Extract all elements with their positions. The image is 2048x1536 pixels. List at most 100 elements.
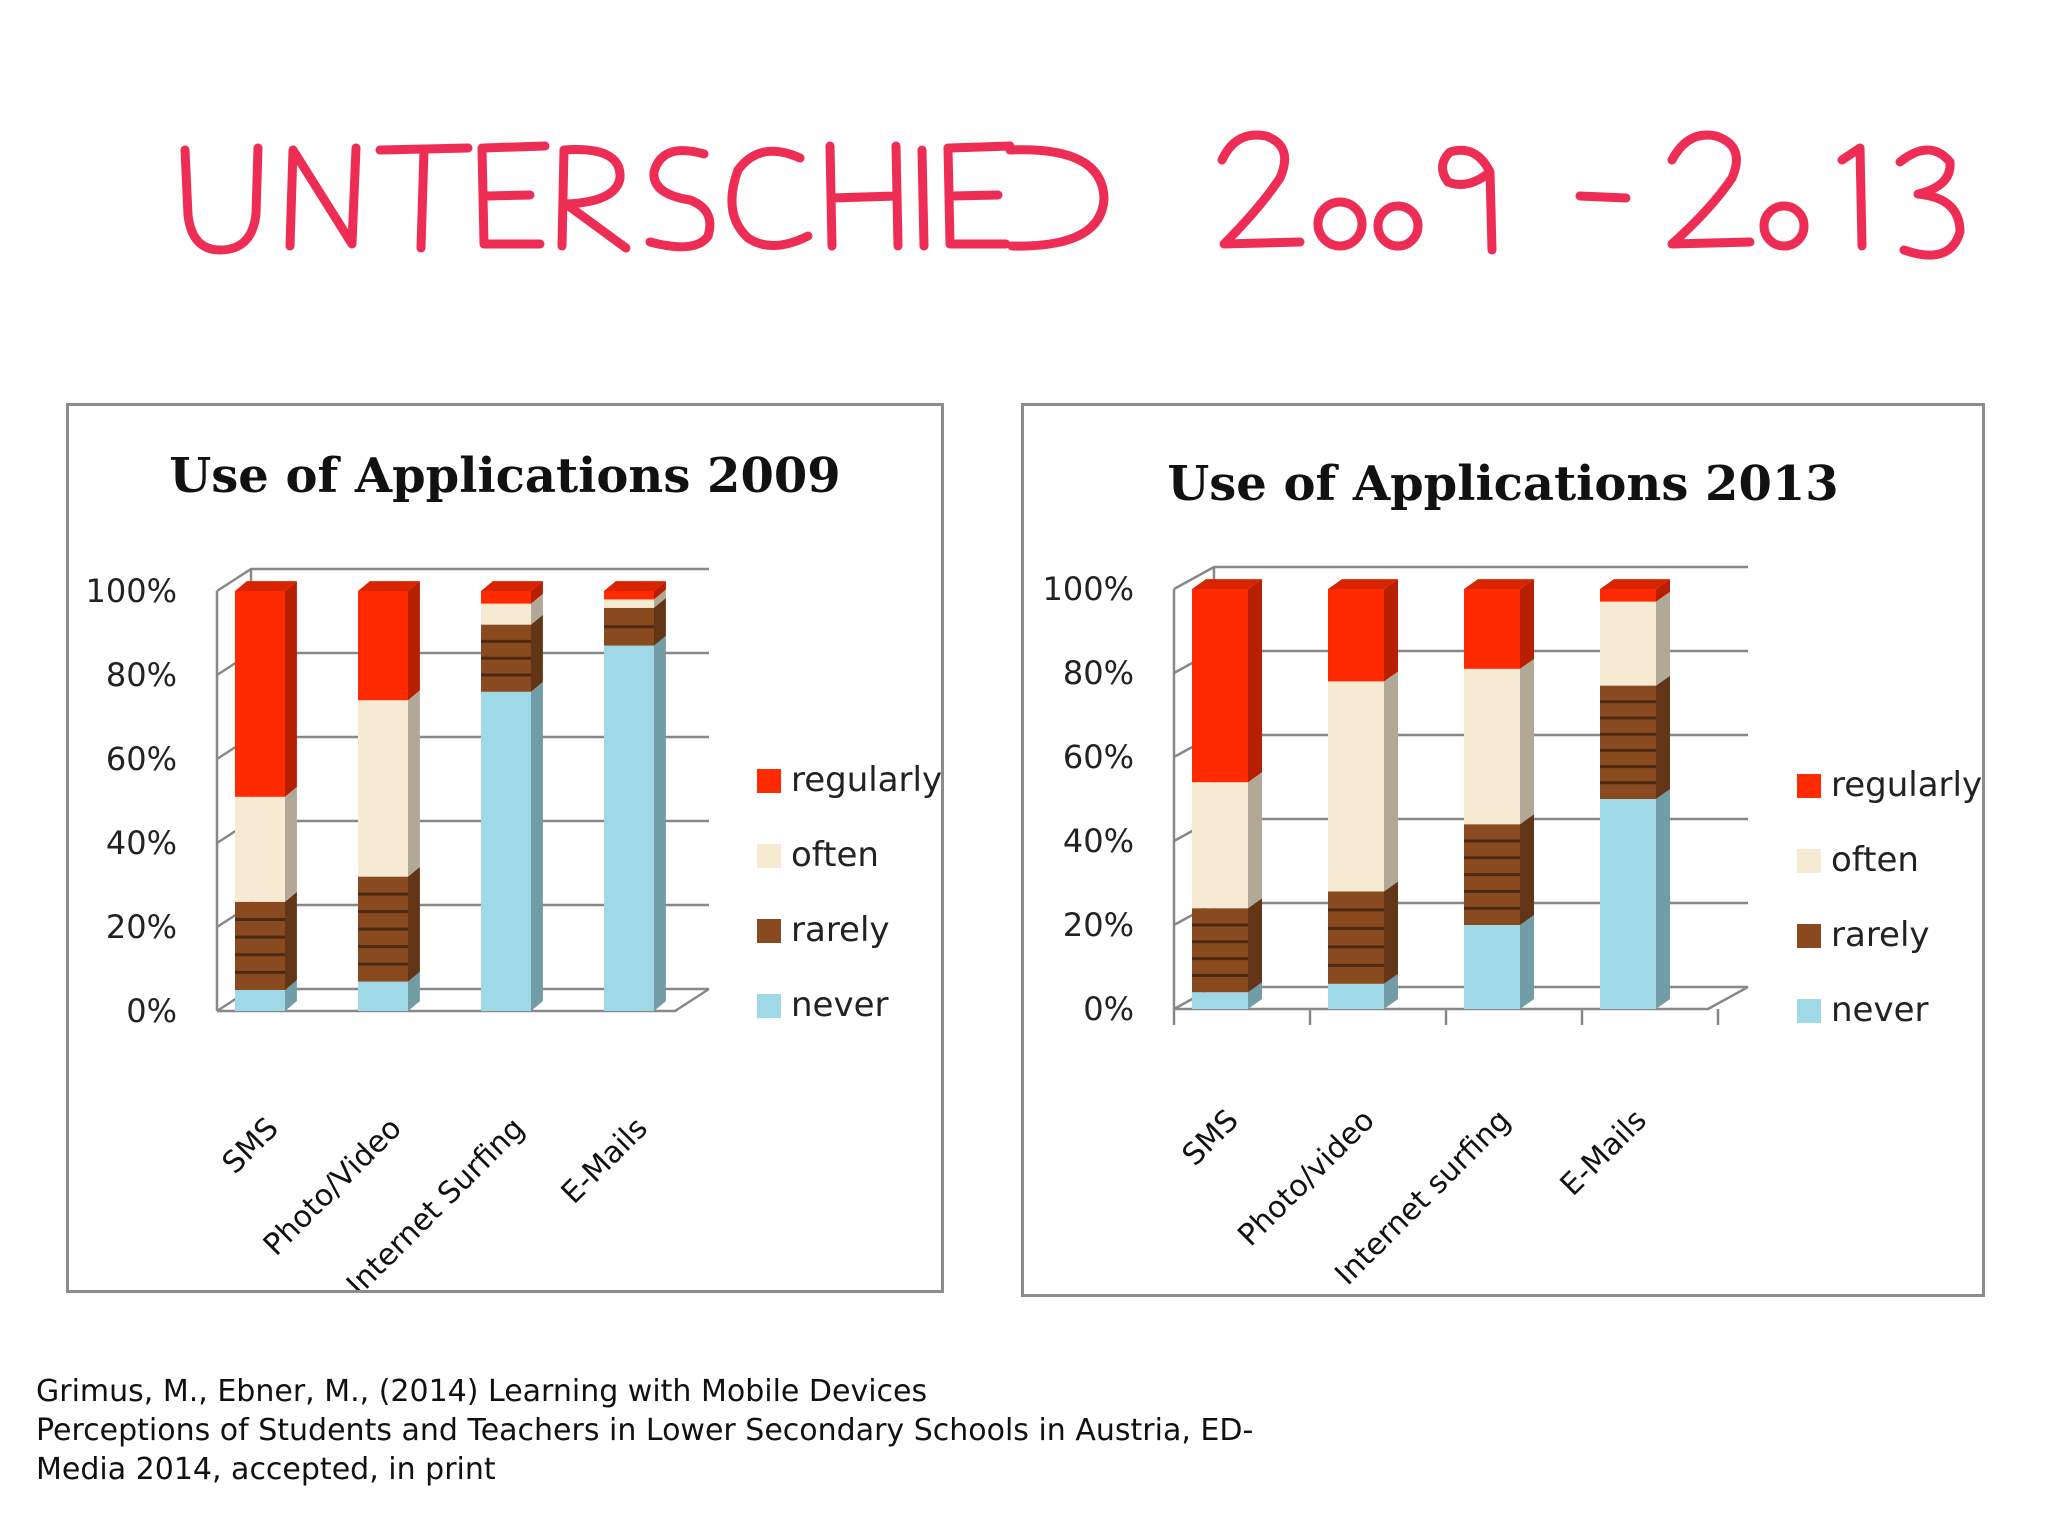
y-tick-label: 20% (1063, 906, 1134, 944)
bar-side-often (1520, 658, 1534, 825)
y-tick-label: 60% (1063, 738, 1134, 776)
bar-side-rarely (1656, 675, 1670, 799)
bar-top (1600, 579, 1670, 589)
bar-top (235, 581, 297, 591)
bar-segment-regularly (358, 591, 408, 701)
legend-swatch-often (1797, 849, 1821, 873)
y-tick-label: 0% (1083, 990, 1134, 1028)
bar-side-regularly (408, 581, 420, 701)
bar-side-often (1384, 671, 1398, 892)
bar-segment-never (1600, 799, 1656, 1009)
bar-side-never (1656, 789, 1670, 1009)
bar-segment-regularly (1192, 589, 1248, 783)
bar-segment-never (604, 645, 654, 1011)
x-category-label: E-Mails (555, 1111, 655, 1211)
legend-swatch-never (757, 994, 781, 1018)
bar-segment-never (1328, 983, 1384, 1009)
bar-segment-never (1464, 925, 1520, 1009)
bar-segment-regularly (1600, 589, 1656, 602)
y-tick-label: 100% (86, 572, 177, 610)
citation-line-1: Grimus, M., Ebner, M., (2014) Learning w… (36, 1374, 928, 1409)
bar-side-never (1384, 973, 1398, 1009)
bar-side-regularly (654, 581, 666, 600)
bar-segment-never (481, 691, 531, 1011)
bar-top (358, 581, 420, 591)
bar-side-regularly (1520, 579, 1534, 669)
bar-top (604, 581, 666, 591)
bar-side-never (285, 980, 297, 1011)
legend-swatch-rarely (1797, 924, 1821, 948)
y-tick-label: 60% (106, 740, 177, 778)
bar-segment-rarely (235, 901, 285, 990)
bar-side-rarely (1384, 881, 1398, 984)
legend-label-regularly: regularly (791, 760, 941, 800)
bar-segment-regularly (481, 591, 531, 604)
bar-side-never (408, 971, 420, 1011)
legend-swatch-regularly (1797, 774, 1821, 798)
bar-side-rarely (1248, 898, 1262, 993)
bar-segment-rarely (1600, 685, 1656, 799)
bar-segment-never (1192, 992, 1248, 1009)
chart-2013: 0%20%40%60%80%100%SMSPhoto/videoInternet… (1043, 565, 1982, 1292)
legend-swatch-never (1797, 999, 1821, 1023)
chart-2009: 0%20%40%60%80%100%SMSPhoto/VideoInternet… (86, 567, 941, 1290)
legend-label-regularly: regularly (1831, 765, 1982, 805)
bar-segment-never (358, 981, 408, 1011)
bar-side-rarely (285, 891, 297, 990)
bar-segment-often (1192, 782, 1248, 909)
citation-line-2: Perceptions of Students and Teachers in … (36, 1413, 1254, 1448)
bar-side-rarely (654, 597, 666, 646)
y-tick-label: 100% (1043, 570, 1134, 608)
chart-title: Use of Applications 2009 (169, 448, 841, 504)
bar-side-never (654, 635, 666, 1011)
citation: Grimus, M., Ebner, M., (2014) Learning w… (36, 1372, 1436, 1489)
y-tick-label: 80% (1063, 654, 1134, 692)
bar-segment-rarely (1328, 891, 1384, 984)
bar-side-often (1656, 591, 1670, 686)
bar-segment-often (1464, 668, 1520, 825)
bar-segment-regularly (1328, 589, 1384, 682)
bar-segment-never (235, 990, 285, 1011)
bar-side-rarely (1520, 814, 1534, 925)
bar-segment-regularly (235, 591, 285, 797)
legend-swatch-often (757, 844, 781, 868)
bar-segment-often (1328, 681, 1384, 892)
bar-side-regularly (1656, 579, 1670, 602)
bar-side-regularly (1248, 579, 1262, 783)
y-tick-label: 40% (106, 824, 177, 862)
y-tick-label: 20% (106, 908, 177, 946)
x-category-label: SMS (216, 1111, 286, 1181)
bar-side-often (1248, 772, 1262, 909)
y-tick-label: 40% (1063, 822, 1134, 860)
bar-side-rarely (408, 866, 420, 982)
legend-label-never: never (791, 985, 889, 1025)
chart-title: Use of Applications 2013 (1167, 456, 1839, 512)
x-category-label: Photo/video (1231, 1103, 1381, 1253)
y-tick-label: 80% (106, 656, 177, 694)
bar-side-regularly (531, 581, 543, 604)
x-category-label: SMS (1176, 1103, 1246, 1173)
bar-top (1464, 579, 1534, 589)
bar-segment-often (481, 603, 531, 625)
legend-swatch-regularly (757, 769, 781, 793)
bar-top (481, 581, 543, 591)
bar-side-never (1248, 982, 1262, 1009)
bar-side-often (408, 690, 420, 877)
bar-top (1192, 579, 1262, 589)
bar-segment-often (1600, 601, 1656, 686)
bar-side-never (531, 681, 543, 1011)
legend-label-rarely: rarely (1831, 915, 1930, 955)
bar-segment-often (235, 796, 285, 902)
bar-segment-rarely (1192, 908, 1248, 993)
x-category-label: E-Mails (1554, 1103, 1654, 1203)
bar-segment-regularly (604, 591, 654, 600)
bar-top (1328, 579, 1398, 589)
chart-panel-2013: Use of Applications 2013 0% 20% 40% 60% 80% 1… (1021, 403, 1985, 1297)
handwritten-title (180, 130, 1965, 260)
bar-side-regularly (285, 581, 297, 797)
bar-side-regularly (1384, 579, 1398, 682)
bar-segment-regularly (1464, 589, 1520, 669)
y-tick-label: 0% (126, 992, 177, 1030)
bar-side-often (531, 593, 543, 625)
bar-side-never (1520, 915, 1534, 1009)
